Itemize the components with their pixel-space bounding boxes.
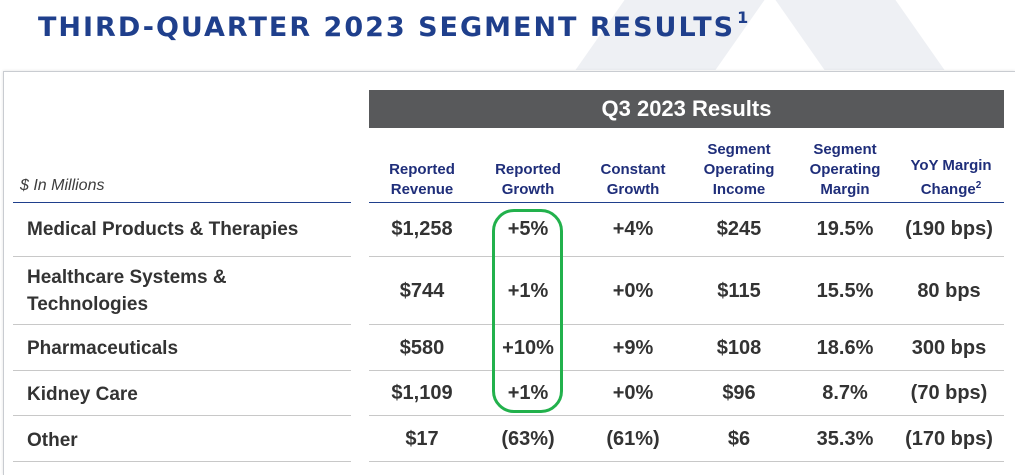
row-divider: [369, 256, 1004, 257]
row-label: Kidney Care: [27, 384, 138, 405]
cell-segment-operating-margin: 35.3%: [816, 428, 874, 450]
header-divider: [369, 202, 1004, 203]
cell-yoy-margin-change: (170 bps): [905, 428, 993, 450]
cell-reported-growth: +1%: [507, 280, 549, 302]
row-divider: [13, 370, 351, 371]
row-divider: [13, 324, 351, 325]
cell-reported-growth: +5%: [507, 218, 549, 240]
cell-segment-operating-margin: 15.5%: [816, 280, 874, 302]
cell-reported-growth: +10%: [502, 337, 554, 359]
column-footnote: 2: [975, 180, 982, 191]
row-label: Healthcare Systems & Technologies: [27, 267, 227, 315]
cell-constant-growth: +0%: [612, 280, 654, 302]
cell-yoy-margin-change: (190 bps): [905, 218, 993, 240]
column-header-reported-growth: Reported Growth: [495, 161, 561, 198]
cell-reported-revenue: $744: [399, 280, 445, 302]
row-divider: [369, 324, 1004, 325]
row-divider: [369, 370, 1004, 371]
cell-constant-growth: +4%: [612, 218, 654, 240]
background-stripe: [775, 0, 945, 70]
cell-segment-operating-margin: 18.6%: [816, 337, 874, 359]
slide-title: THIRD-QUARTER 2023 SEGMENT RESULTS 1: [38, 8, 749, 43]
column-header-constant-growth: Constant Growth: [600, 161, 666, 198]
column-header-reported-revenue: Reported Revenue: [389, 161, 455, 198]
table-group-header: Q3 2023 Results: [369, 90, 1004, 128]
units-label: $ In Millions: [20, 177, 105, 194]
column-header-segment-operating-income: Segment Operating Income: [703, 141, 775, 198]
cell-segment-operating-income: $115: [717, 280, 761, 302]
row-divider: [13, 415, 351, 416]
cell-segment-operating-income: $96: [722, 382, 756, 404]
row-label: Pharmaceuticals: [27, 338, 179, 359]
cell-reported-growth: +1%: [507, 382, 549, 404]
cell-reported-revenue: $580: [399, 337, 445, 359]
reported-growth-highlight-outline: [492, 209, 563, 413]
cell-yoy-margin-change: 80 bps: [917, 280, 981, 302]
cell-reported-revenue: $1,109: [391, 382, 453, 404]
cell-reported-revenue: $17: [405, 428, 439, 450]
cell-segment-operating-margin: 19.5%: [816, 218, 874, 240]
header-divider: [13, 202, 351, 203]
cell-yoy-margin-change: 300 bps: [911, 337, 987, 359]
cell-constant-growth: +0%: [612, 382, 654, 404]
cell-reported-growth: (63%): [501, 428, 555, 450]
cell-segment-operating-income: $108: [716, 337, 762, 359]
cell-constant-growth: (61%): [606, 428, 660, 450]
row-divider: [369, 415, 1004, 416]
row-divider: [13, 461, 351, 462]
cell-yoy-margin-change: (70 bps): [910, 382, 988, 404]
column-header-yoy-margin-change: YoY Margin Change2: [910, 157, 992, 198]
row-divider: [369, 461, 1004, 462]
cell-segment-operating-income: $6: [727, 428, 751, 450]
cell-segment-operating-income: $245: [716, 218, 762, 240]
cell-constant-growth: +9%: [612, 337, 654, 359]
row-divider: [13, 256, 351, 257]
cell-reported-revenue: $1,258: [391, 218, 453, 240]
row-label: Other: [27, 430, 78, 451]
row-label: Medical Products & Therapies: [27, 219, 299, 240]
column-header-segment-operating-margin: Segment Operating Margin: [809, 141, 881, 198]
title-footnote: 1: [737, 8, 749, 27]
cell-segment-operating-margin: 8.7%: [822, 382, 868, 404]
